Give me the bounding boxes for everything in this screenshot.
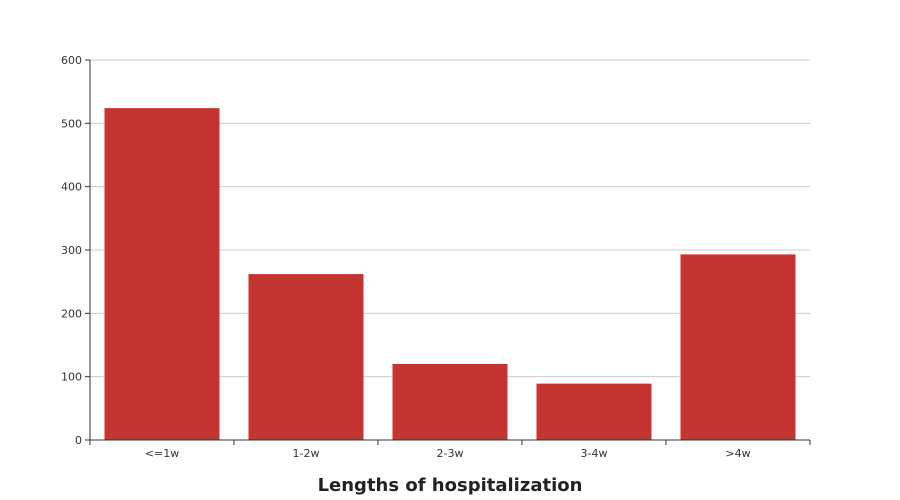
x-tick-label: 1-2w xyxy=(293,447,320,460)
bars xyxy=(104,108,796,440)
y-tick-label: 600 xyxy=(61,54,82,67)
y-tick-label: 200 xyxy=(61,307,82,320)
x-axis-title: Lengths of hospitalization xyxy=(318,475,583,496)
bar-0 xyxy=(104,108,220,440)
y-tick-label: 400 xyxy=(61,181,82,194)
y-tick-label: 300 xyxy=(61,244,82,257)
x-tick-label: <=1w xyxy=(145,447,179,460)
x-tick-label: 2-3w xyxy=(437,447,464,460)
x-tick-label: >4w xyxy=(725,447,750,460)
bar-2 xyxy=(392,364,508,440)
y-tick-label: 0 xyxy=(75,434,82,447)
axes xyxy=(85,59,811,445)
y-tick-label: 100 xyxy=(61,371,82,384)
y-tick-label: 500 xyxy=(61,117,82,130)
x-tick-label: 3-4w xyxy=(581,447,608,460)
bar-1 xyxy=(248,274,364,440)
bar-4 xyxy=(680,254,796,440)
bar-3 xyxy=(536,383,652,440)
tick-labels: 0 100 200 300 400 500 600 <=1w 1-2w 2-3w 3-4w >4w xyxy=(61,54,751,460)
